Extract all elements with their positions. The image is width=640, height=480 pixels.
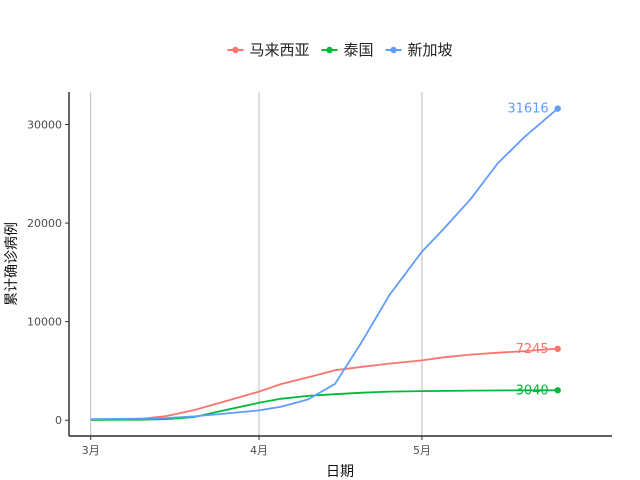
series-end-label: 7245	[516, 342, 549, 357]
y-tick-label: 20000	[27, 217, 62, 230]
legend: 马来西亚 泰国 新加坡	[227, 41, 453, 59]
y-axis-title: 累计确诊病例	[4, 222, 20, 306]
x-axis-title: 日期	[326, 464, 354, 480]
y-tick-label: 0	[55, 414, 62, 427]
axes	[68, 92, 612, 437]
x-tick-label: 4月	[250, 444, 268, 457]
legend-label: 泰国	[344, 41, 374, 59]
series-end-point	[554, 105, 561, 112]
legend-label: 新加坡	[408, 41, 453, 59]
legend-item: 马来西亚	[227, 41, 310, 59]
tick-labels: 3月 4月 5月 0 10000 20000 30000	[27, 119, 431, 457]
series-lines: 7245 3040 31616	[90, 102, 561, 421]
series-end-point	[554, 345, 561, 353]
series-line-3	[90, 107, 559, 421]
series-line-2	[90, 389, 558, 421]
series-end-point	[554, 387, 561, 394]
series-end-label: 3040	[516, 383, 549, 398]
legend-key-point	[232, 46, 239, 54]
series-end-label: 31616	[507, 102, 548, 117]
x-tick-label: 5月	[413, 444, 431, 457]
y-tick-label: 10000	[27, 316, 62, 329]
x-tick-label: 3月	[82, 444, 100, 457]
legend-key-point	[326, 46, 333, 54]
series-line-1	[90, 347, 558, 421]
legend-item: 新加坡	[385, 41, 453, 59]
y-tick-label: 30000	[27, 119, 62, 132]
legend-key-point	[390, 46, 397, 54]
legend-label: 马来西亚	[250, 41, 310, 59]
legend-item: 泰国	[321, 41, 374, 59]
grid-lines	[90, 92, 423, 436]
